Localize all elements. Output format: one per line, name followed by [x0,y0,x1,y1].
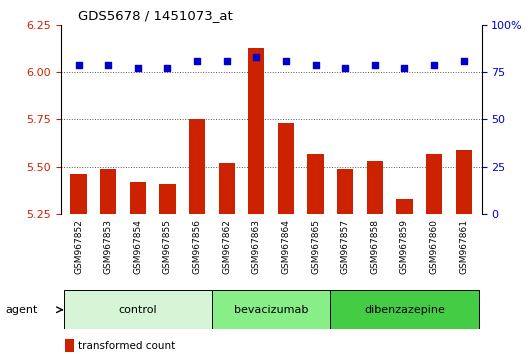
Point [312,62,320,67]
Text: GSM967858: GSM967858 [370,219,379,274]
Text: GSM967857: GSM967857 [341,219,350,274]
Text: GSM967860: GSM967860 [430,219,439,274]
Bar [219,163,235,214]
Bar [456,150,472,214]
Text: GSM967852: GSM967852 [74,219,83,274]
Text: GSM967855: GSM967855 [163,219,172,274]
Bar [331,290,478,329]
Text: control: control [118,305,157,315]
Point [371,62,379,67]
Point [341,65,350,71]
Bar [307,154,324,214]
Text: transformed count: transformed count [78,341,176,351]
Point [252,54,260,60]
Point [282,58,290,64]
Bar [70,175,87,214]
Bar [159,184,175,214]
Bar [397,199,413,214]
Point [104,62,112,67]
Bar [248,47,265,214]
Text: dibenzazepine: dibenzazepine [364,305,445,315]
Bar [212,290,331,329]
Bar [129,182,146,214]
Bar [278,123,294,214]
Bar [426,154,442,214]
Text: GSM967864: GSM967864 [281,219,290,274]
Bar [65,339,74,352]
Bar [337,169,353,214]
Point [193,58,201,64]
Text: GSM967862: GSM967862 [222,219,231,274]
Point [459,58,468,64]
Point [163,65,172,71]
Point [430,62,438,67]
Text: GDS5678 / 1451073_at: GDS5678 / 1451073_at [78,9,232,22]
Point [222,58,231,64]
Text: GSM967859: GSM967859 [400,219,409,274]
Text: GSM967854: GSM967854 [133,219,142,274]
Text: GSM967861: GSM967861 [459,219,468,274]
Point [134,65,142,71]
Text: GSM967865: GSM967865 [311,219,320,274]
Text: GSM967863: GSM967863 [252,219,261,274]
Point [74,62,83,67]
Bar [189,119,205,214]
Text: GSM967856: GSM967856 [193,219,202,274]
Bar [100,169,116,214]
Point [400,65,409,71]
Text: bevacizumab: bevacizumab [234,305,308,315]
Bar [64,290,212,329]
Text: agent: agent [5,305,37,315]
Text: GSM967853: GSM967853 [103,219,112,274]
Bar [367,161,383,214]
